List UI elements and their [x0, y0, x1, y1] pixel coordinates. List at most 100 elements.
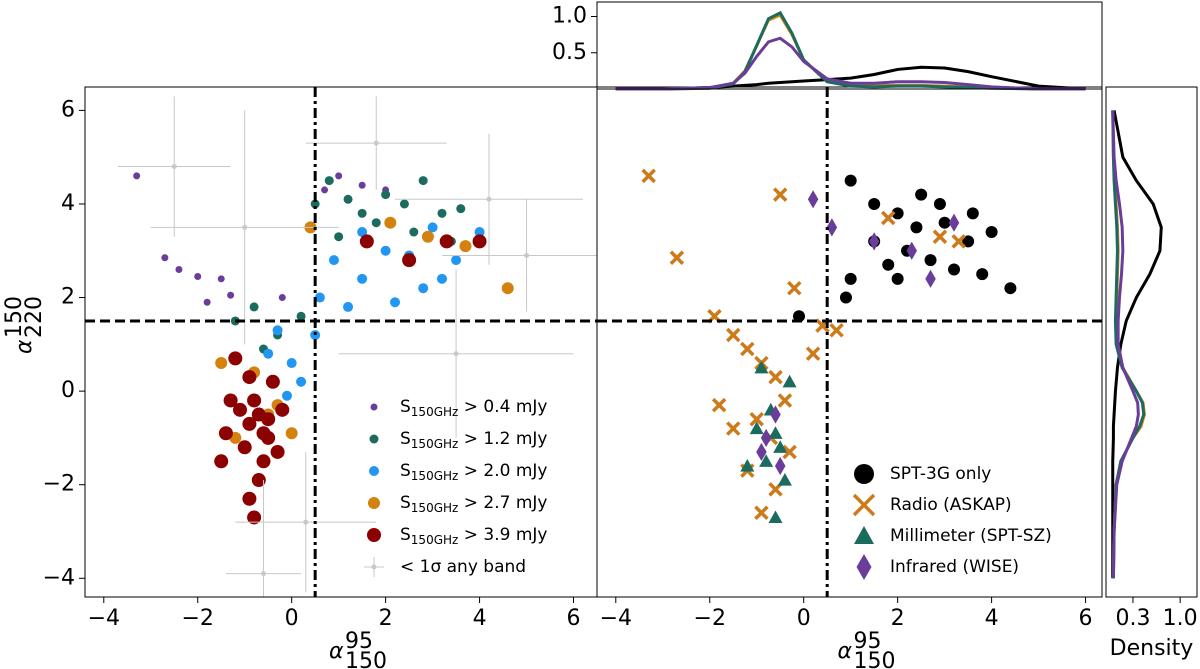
- point: [868, 197, 881, 210]
- point: [754, 505, 769, 521]
- point: [335, 172, 343, 180]
- point: [948, 263, 961, 276]
- point: [247, 510, 262, 525]
- legend-symbol: S: [400, 525, 411, 545]
- point: [218, 426, 233, 441]
- point: [906, 241, 917, 260]
- legend-symbol: S: [400, 429, 411, 449]
- point: [171, 164, 177, 170]
- x-tick-label: 2: [379, 606, 393, 631]
- point: [938, 216, 951, 229]
- point: [641, 168, 656, 184]
- point: [915, 188, 928, 201]
- density-curve: [615, 65, 1086, 91]
- point: [787, 280, 802, 296]
- x-tick-label: 0: [285, 606, 299, 631]
- plot-frame: [84, 86, 598, 598]
- point: [251, 473, 266, 488]
- point: [303, 519, 309, 525]
- axis-label-sup: 95: [854, 629, 882, 654]
- x-tick-label: 1.0: [1163, 606, 1198, 631]
- point: [247, 393, 262, 408]
- point: [358, 181, 366, 189]
- point: [881, 210, 896, 226]
- point: [459, 240, 472, 253]
- point: [373, 140, 379, 146]
- point: [296, 376, 307, 387]
- y-tick-label: 1.0: [552, 4, 587, 29]
- point: [793, 310, 805, 323]
- point: [910, 221, 923, 234]
- point: [891, 272, 904, 285]
- point: [882, 258, 895, 271]
- legend-label: < 1σ any band: [400, 557, 526, 577]
- legend-marker: [854, 526, 874, 544]
- point: [249, 302, 259, 312]
- y-tick-label: 6: [61, 97, 75, 122]
- plot-frame: [1105, 86, 1198, 598]
- point: [829, 323, 844, 338]
- legend-text: > 2.0 mJy: [458, 461, 547, 481]
- axis-label-sup: 150: [2, 296, 27, 338]
- point: [844, 174, 857, 187]
- point: [839, 291, 852, 304]
- point: [359, 234, 374, 249]
- legend-marker: [367, 528, 381, 542]
- point: [924, 254, 937, 267]
- x-tick-label: −2: [182, 606, 214, 631]
- x-tick-label: −2: [694, 606, 726, 631]
- point: [782, 374, 797, 388]
- legend-subscript: 150GHz: [411, 501, 459, 515]
- point: [725, 327, 741, 343]
- point: [427, 222, 438, 233]
- legend-text: < 1σ any band: [400, 557, 526, 577]
- point: [768, 426, 783, 439]
- legend-label: Millimeter (SPT-SZ): [890, 526, 1052, 546]
- axis-label-symbol: α: [12, 339, 37, 354]
- point: [265, 374, 280, 389]
- point: [1004, 282, 1017, 295]
- point: [756, 442, 767, 462]
- point: [223, 393, 238, 408]
- point: [228, 351, 243, 366]
- point: [256, 454, 271, 469]
- point: [948, 213, 960, 232]
- point: [227, 291, 235, 299]
- point: [203, 298, 211, 306]
- point: [925, 269, 936, 288]
- y-tick-label: −2: [43, 472, 75, 497]
- axis-label-symbol: α: [838, 639, 853, 664]
- legend-label: S150GHz > 0.4 mJy: [400, 397, 547, 419]
- point: [272, 325, 283, 336]
- legend-subscript: 150GHz: [411, 405, 459, 419]
- legend-label: Infrared (WISE): [890, 557, 1019, 577]
- legend-text: Radio (ASKAP): [890, 495, 1012, 515]
- point: [390, 297, 401, 308]
- point: [772, 187, 788, 202]
- legend-label: S150GHz > 2.7 mJy: [400, 493, 547, 515]
- point: [285, 427, 298, 440]
- point: [343, 194, 353, 204]
- point: [474, 227, 485, 238]
- x-tick-label: 6: [1079, 606, 1093, 631]
- y-tick-label: 2: [61, 285, 75, 310]
- point: [807, 190, 819, 209]
- legend-marker: [856, 554, 872, 580]
- point: [711, 397, 727, 413]
- point: [962, 235, 975, 248]
- x-tick-label: 6: [567, 606, 581, 631]
- point: [194, 272, 202, 280]
- y-tick-label: 4: [61, 191, 75, 216]
- x-tick-label: 4: [985, 606, 999, 631]
- x-tick-label: 0.3: [1115, 606, 1150, 631]
- point: [501, 282, 514, 295]
- point: [472, 234, 487, 249]
- point: [217, 275, 225, 283]
- point: [281, 390, 292, 401]
- point: [175, 265, 183, 273]
- point: [456, 204, 466, 214]
- point: [310, 199, 320, 209]
- point: [951, 234, 966, 249]
- point: [334, 232, 344, 242]
